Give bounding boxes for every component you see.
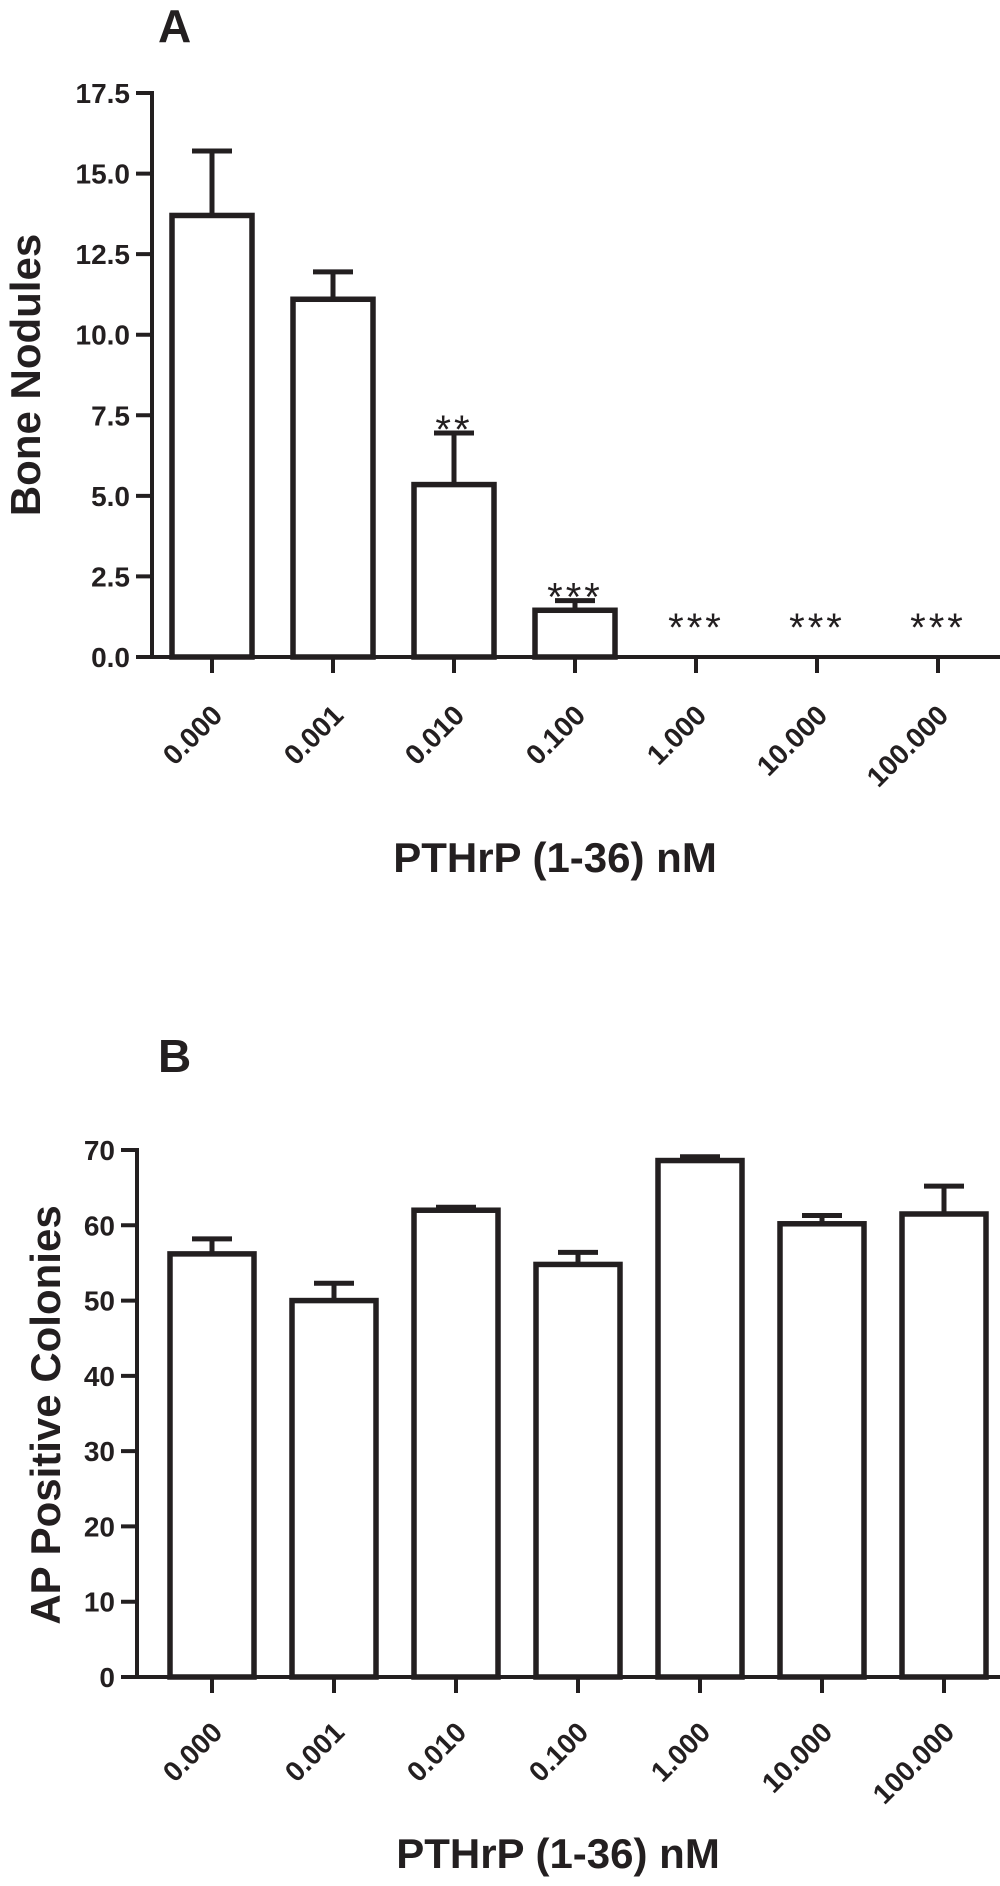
a-y-tick-label: 10.0 — [76, 320, 131, 351]
panel-a-x-axis-title: PTHrP (1-36) nM — [393, 834, 717, 881]
a-x-tick-label: 1.000 — [641, 699, 712, 770]
panel-b-ap-positive-colonies-chart: B AP Positive Colonies PTHrP (1-36) nM 0… — [22, 1030, 1000, 1877]
panel-a-plot-area: 0.0 2.5 5.0 7.5 10.0 12.5 15.0 17.5 0.000 0.001 **… — [76, 78, 1000, 793]
panel-a-y-axis-title: Bone Nodules — [2, 234, 49, 516]
b-x-tick-label: 100.000 — [867, 1716, 960, 1809]
b-y-tick-label: 0 — [99, 1662, 115, 1693]
b-bar-0.010 — [411, 1207, 501, 1680]
a-x-tick-label: 0.010 — [399, 699, 470, 770]
a-significance-0.100: *** — [547, 576, 603, 620]
a-x-tick-label: 10.000 — [751, 699, 833, 781]
b-y-tick-label: 10 — [84, 1587, 115, 1618]
b-x-tick-label: 10.000 — [756, 1716, 838, 1798]
a-x-tick-label: 0.100 — [520, 699, 591, 770]
b-y-tick-label: 50 — [84, 1286, 115, 1317]
a-x-tick-label: 0.000 — [157, 699, 228, 770]
b-bar-0.000 — [167, 1251, 257, 1680]
a-y-tick-label: 12.5 — [76, 239, 131, 270]
a-y-tick-label: 2.5 — [91, 561, 130, 592]
b-x-tick-label: 0.001 — [279, 1716, 350, 1787]
a-y-tick-label: 5.0 — [91, 481, 130, 512]
b-y-tick-label: 70 — [84, 1135, 115, 1166]
a-x-tick-label: 100.000 — [861, 699, 954, 792]
a-significance-0.010: ** — [435, 408, 472, 452]
panel-b-label: B — [158, 1030, 191, 1082]
b-y-tick-label: 60 — [84, 1210, 115, 1241]
a-bar-0.001 — [290, 296, 376, 660]
a-bar-0.000 — [169, 212, 255, 660]
a-y-tick-label: 17.5 — [76, 78, 131, 109]
b-y-tick-label: 20 — [84, 1511, 115, 1542]
a-bar-0.100 — [532, 607, 618, 660]
a-significance-1.000: *** — [668, 606, 724, 650]
panel-b-y-axis-title: AP Positive Colonies — [22, 1205, 69, 1624]
b-bar-1.000 — [655, 1157, 745, 1680]
a-significance-10.000: *** — [789, 606, 845, 650]
a-y-tick-label: 0.0 — [91, 642, 130, 673]
panel-a-label: A — [158, 0, 191, 52]
b-y-tick-label: 30 — [84, 1436, 115, 1467]
b-x-tick-label: 1.000 — [645, 1716, 716, 1787]
b-bar-100.000 — [899, 1211, 989, 1680]
b-bar-0.001 — [289, 1297, 379, 1680]
a-y-tick-label: 7.5 — [91, 400, 130, 431]
a-x-tick-label: 0.001 — [278, 699, 349, 770]
b-bar-10.000 — [777, 1221, 867, 1680]
b-y-tick-label: 40 — [84, 1361, 115, 1392]
b-x-tick-label: 0.000 — [157, 1716, 228, 1787]
a-y-tick-label: 15.0 — [76, 159, 131, 190]
a-significance-100.000: *** — [910, 606, 966, 650]
panel-b-x-axis-title: PTHrP (1-36) nM — [396, 1830, 720, 1877]
b-x-tick-label: 0.010 — [401, 1716, 472, 1787]
b-x-tick-label: 0.100 — [523, 1716, 594, 1787]
panel-a-bone-nodules-chart: A Bone Nodules PTHrP (1-36) nM 0.0 2.5 5.0… — [2, 0, 1000, 881]
b-bar-0.100 — [533, 1261, 623, 1680]
a-bar-0.010 — [411, 481, 497, 660]
panel-b-plot-area: 0 10 20 30 40 50 60 70 0.000 0.001 0.010 0.100 1.000… — [84, 1135, 1000, 1810]
